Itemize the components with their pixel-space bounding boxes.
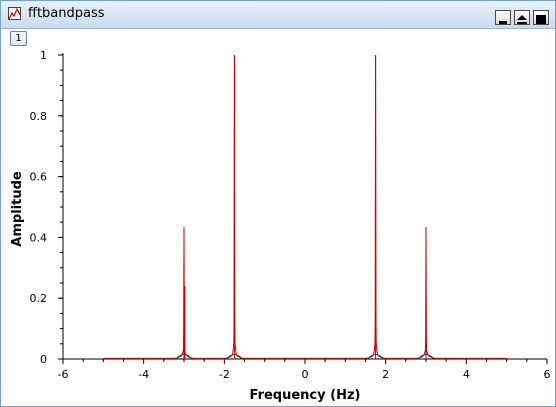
- y-tick-label: 1: [40, 49, 47, 62]
- x-tick-label: -4: [138, 368, 149, 381]
- y-tick-label: 0.2: [30, 292, 48, 305]
- spectrum-line: [103, 55, 506, 358]
- y-tick-label: 0.6: [30, 171, 48, 184]
- y-tick-label: 0.8: [30, 110, 48, 123]
- chart-axes: [63, 53, 547, 359]
- series-layer: [103, 55, 506, 359]
- y-ticks: 0 0.2 0.4 0.6 0.8 1: [30, 49, 64, 366]
- x-tick-label: 6: [544, 368, 551, 381]
- x-axis-label: Frequency (Hz): [250, 388, 361, 403]
- x-tick-label: -2: [219, 368, 230, 381]
- y-tick-label: 0: [40, 353, 47, 366]
- x-tick-label: 2: [382, 368, 389, 381]
- x-tick-label: 4: [463, 368, 470, 381]
- y-axis-label: Amplitude: [10, 171, 25, 247]
- x-tick-label: 0: [302, 368, 309, 381]
- y-tick-label: 0.4: [30, 231, 48, 244]
- x-tick-label: -6: [58, 368, 69, 381]
- x-ticks: -6 -4 -2 0 2 4 6: [58, 359, 551, 381]
